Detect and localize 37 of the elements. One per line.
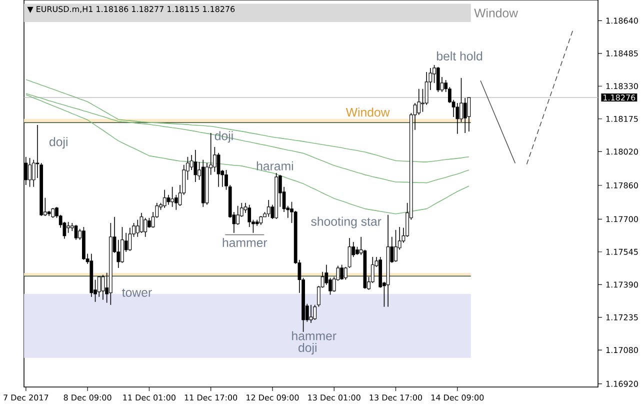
candlestick	[66, 221, 70, 234]
annotation: shooting star	[311, 216, 382, 228]
annotation: doji	[50, 137, 68, 149]
candlestick	[236, 205, 240, 226]
candlestick	[463, 98, 467, 134]
line-series	[480, 80, 516, 164]
candlestick	[467, 96, 471, 132]
candlestick	[456, 102, 460, 134]
annotation: harami	[256, 161, 293, 170]
candlestick	[266, 200, 270, 218]
candlestick	[424, 72, 428, 106]
candlestick	[144, 217, 148, 238]
candlestick	[174, 194, 178, 210]
band-label: Window	[346, 108, 390, 117]
annotation: tower	[122, 288, 152, 297]
candlestick	[170, 186, 174, 208]
candlestick	[97, 276, 101, 298]
annotation: hammer	[222, 238, 268, 248]
band-label: Window	[474, 8, 518, 18]
candlestick	[216, 152, 220, 188]
candlestick	[162, 189, 166, 208]
candlestick	[148, 217, 151, 228]
candlestick	[128, 227, 132, 252]
candlestick	[213, 146, 216, 172]
candlestick	[51, 208, 55, 218]
annotation: hammer	[292, 331, 336, 340]
candlestick	[248, 204, 252, 228]
candlestick	[436, 66, 440, 92]
candlestick	[313, 304, 317, 320]
candlestick	[394, 230, 398, 262]
annotation: belt hold	[436, 51, 482, 60]
candlestick	[74, 224, 78, 240]
candlestick	[101, 274, 105, 300]
candlestick	[28, 158, 32, 188]
annotation: doji	[298, 342, 316, 354]
candlestick	[340, 264, 344, 280]
candlestick	[194, 150, 198, 182]
